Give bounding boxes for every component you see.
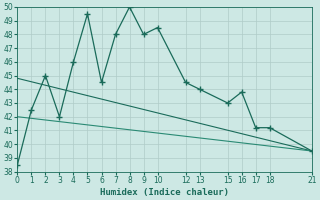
X-axis label: Humidex (Indice chaleur): Humidex (Indice chaleur) bbox=[100, 188, 229, 197]
